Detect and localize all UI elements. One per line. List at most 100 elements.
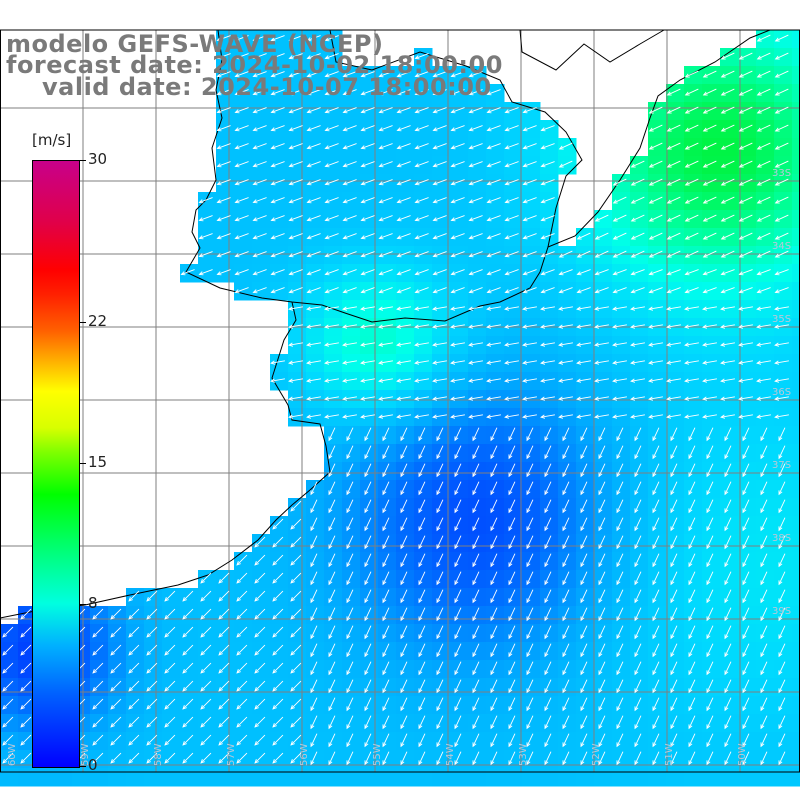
wind-arrow	[702, 306, 717, 311]
wind-arrow	[580, 427, 588, 442]
wind-arrow	[182, 644, 194, 656]
wind-arrow	[432, 89, 447, 96]
wind-arrow	[490, 535, 498, 550]
wind-arrow	[360, 306, 375, 311]
wind-arrow	[92, 626, 104, 638]
wind-arrow	[182, 626, 194, 638]
wind-arrow	[720, 269, 735, 276]
wind-arrow	[594, 360, 609, 365]
wind-arrow	[652, 553, 660, 568]
wind-arrow	[522, 251, 537, 258]
wind-arrow	[218, 734, 230, 746]
wind-arrow	[200, 590, 212, 602]
wind-arrow	[200, 572, 212, 584]
wind-arrow	[490, 733, 498, 748]
wind-arrow	[436, 715, 444, 730]
wind-arrow	[630, 232, 645, 240]
wind-arrow	[270, 53, 285, 60]
wind-arrow	[580, 463, 588, 478]
wind-arrow	[634, 535, 642, 550]
wind-arrow	[486, 396, 501, 401]
wind-arrow	[200, 644, 212, 656]
wind-arrow	[328, 679, 336, 694]
wind-arrow	[526, 589, 534, 604]
wind-arrow	[760, 715, 768, 730]
wind-arrow	[652, 733, 660, 748]
wind-arrow	[218, 590, 230, 602]
wind-arrow	[540, 251, 555, 258]
wind-arrow	[616, 733, 624, 748]
wind-arrow	[522, 360, 537, 365]
lon-label: 57W	[226, 743, 237, 766]
wind-arrow	[706, 661, 714, 676]
wind-arrow	[236, 608, 248, 620]
wind-arrow	[306, 71, 321, 78]
wind-arrow	[216, 179, 231, 186]
wind-arrow	[360, 143, 375, 150]
wind-arrow	[544, 607, 552, 622]
wind-arrow	[252, 143, 267, 150]
wind-arrow	[342, 306, 357, 311]
wind-arrow	[328, 625, 336, 640]
wind-arrow	[270, 215, 285, 222]
colorbar-tick	[79, 160, 86, 161]
wind-arrow	[670, 697, 678, 712]
wind-arrow	[432, 396, 447, 401]
wind-arrow	[432, 197, 447, 204]
wind-arrow	[724, 481, 732, 496]
wind-arrow	[324, 161, 339, 168]
wind-arrow	[364, 607, 372, 622]
wind-arrow	[400, 661, 408, 676]
wind-arrow	[346, 625, 354, 640]
wind-arrow	[760, 445, 768, 460]
wind-arrow	[756, 106, 771, 114]
lon-label: 51W	[664, 743, 675, 766]
wind-arrow	[486, 161, 501, 168]
wind-arrow	[738, 378, 753, 383]
wind-arrow	[648, 324, 663, 329]
wind-arrow	[306, 342, 321, 347]
wind-arrow	[272, 608, 284, 620]
wind-arrow	[486, 306, 501, 311]
wind-arrow	[432, 306, 447, 311]
wind-arrow	[684, 287, 699, 294]
wind-arrow	[756, 306, 771, 311]
wind-arrow	[702, 142, 717, 150]
wind-arrow	[110, 662, 122, 674]
wind-arrow	[594, 269, 609, 276]
wind-arrow	[562, 517, 570, 532]
wind-arrow	[526, 499, 534, 514]
wind-arrow	[774, 214, 789, 222]
wind-arrow	[360, 269, 375, 276]
wind-arrow	[652, 445, 660, 460]
wind-arrow	[724, 463, 732, 478]
lon-label: 50W	[737, 743, 748, 766]
wind-arrow	[778, 607, 786, 622]
wind-arrow	[290, 554, 302, 566]
wind-arrow	[288, 396, 303, 401]
wind-arrow	[396, 324, 411, 329]
wind-arrow	[396, 125, 411, 132]
wind-arrow	[310, 535, 318, 550]
wind-arrow	[468, 125, 483, 132]
wind-arrow	[490, 607, 498, 622]
wind-arrow	[468, 107, 483, 114]
wind-arrow	[652, 463, 660, 478]
wind-arrow	[360, 324, 375, 329]
wind-arrow	[634, 679, 642, 694]
wind-arrow	[164, 626, 176, 638]
wind-arrow	[684, 414, 699, 419]
map-header: modelo GEFS-WAVE (NCEP) forecast date: 2…	[0, 0, 800, 110]
wind-arrow	[774, 142, 789, 150]
wind-arrow	[454, 517, 462, 532]
wind-arrow	[454, 553, 462, 568]
wind-arrow	[418, 589, 426, 604]
wind-arrow	[508, 499, 516, 514]
wind-arrow	[472, 733, 480, 748]
wind-arrow	[648, 142, 663, 150]
wind-arrow	[2, 716, 14, 728]
wind-arrow	[290, 752, 302, 764]
wind-arrow	[182, 680, 194, 692]
wind-arrow	[760, 661, 768, 676]
wind-arrow	[128, 716, 140, 728]
